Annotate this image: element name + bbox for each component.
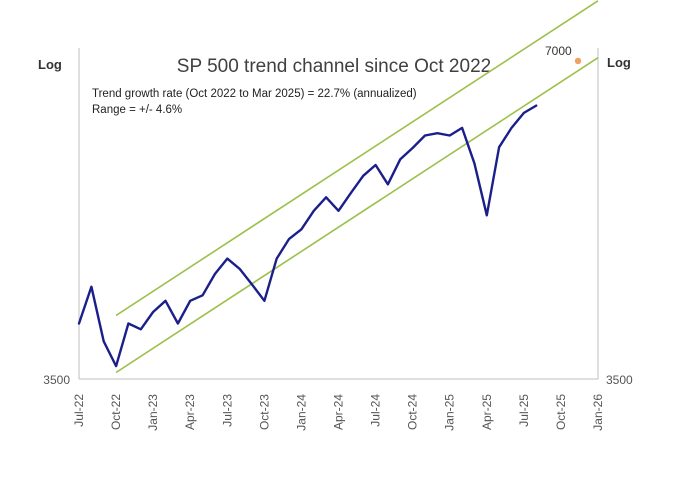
- x-tick-label: Oct-23: [257, 394, 271, 430]
- sp500-series: [77, 104, 538, 368]
- x-tick-label: Oct-25: [554, 394, 568, 430]
- x-tick-label: Apr-24: [332, 394, 346, 430]
- trend-growth-note: Trend growth rate (Oct 2022 to Mar 2025)…: [92, 88, 417, 100]
- channel-lower-line: [115, 56, 599, 374]
- trend-channel: [115, 0, 599, 374]
- chart-title: SP 500 trend channel since Oct 2022: [177, 56, 491, 77]
- channel-upper-line: [115, 0, 599, 317]
- y-axis-label-left: Log: [38, 57, 62, 72]
- y-axis-label-right: Log: [607, 55, 631, 70]
- range-note: Range = +/- 4.6%: [92, 104, 182, 116]
- x-tick-label: Apr-23: [183, 394, 197, 430]
- x-tick-label: Jul-23: [220, 394, 234, 427]
- series-line-0: [77, 104, 538, 368]
- x-tick-label: Jul-22: [72, 394, 86, 427]
- y-tick-left: 3500: [43, 373, 70, 387]
- x-tick-label: Jan-25: [443, 394, 457, 431]
- target-point: [574, 57, 582, 65]
- x-tick-label: Apr-25: [480, 394, 494, 430]
- x-tick-label: Jul-24: [369, 394, 383, 427]
- target-label: 7000: [545, 44, 572, 58]
- x-tick-label: Oct-22: [109, 394, 123, 430]
- x-tick-label: Jan-24: [294, 394, 308, 431]
- x-tick-label: Jan-23: [146, 394, 160, 431]
- x-tick-label: Jul-25: [517, 394, 531, 427]
- x-tick-label: Oct-24: [406, 394, 420, 430]
- x-tick-label: Jan-26: [591, 394, 605, 431]
- annotations: 7000: [545, 44, 582, 65]
- y-tick-right: 3500: [606, 373, 633, 387]
- x-axis-ticks: Jul-22 Oct-22 Jan-23 Apr-23 Jul-23 Oct-23 Jan-…: [72, 394, 605, 431]
